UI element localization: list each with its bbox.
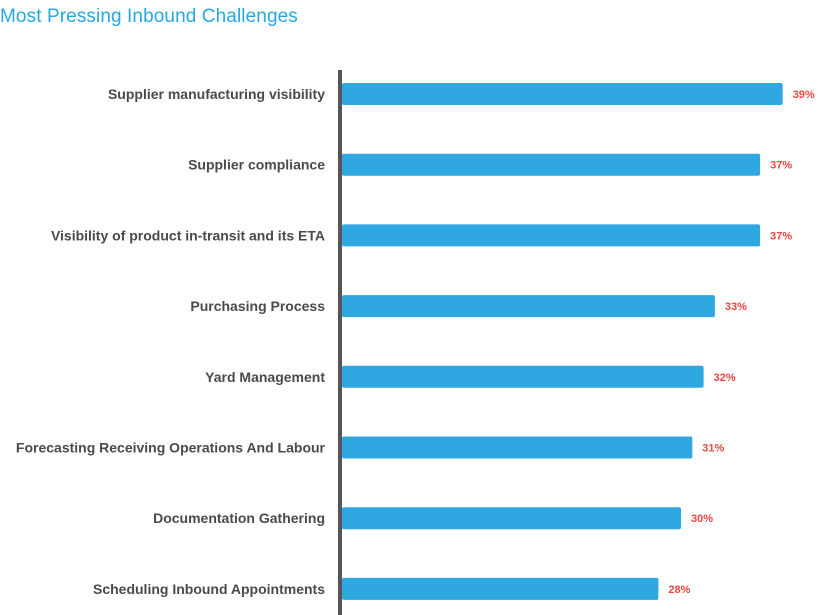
bar-7: [342, 507, 681, 530]
category-label: Supplier manufacturing visibility: [108, 86, 325, 102]
value-label: 37%: [770, 230, 792, 242]
value-label: 32%: [714, 372, 736, 384]
bars-group: Supplier manufacturing visibility 39% Supp…: [16, 83, 815, 600]
category-label: Forecasting Receiving Operations And Lab…: [16, 440, 326, 456]
value-label: 33%: [725, 301, 747, 313]
bar-1: [342, 83, 783, 105]
category-label: Visibility of product in-transit and its…: [51, 227, 325, 243]
value-label: 39%: [793, 89, 815, 101]
value-label: 37%: [770, 160, 792, 172]
category-label: Scheduling Inbound Appointments: [93, 581, 325, 597]
category-label: Purchasing Process: [190, 298, 325, 314]
bar-6: [342, 436, 693, 459]
category-label: Documentation Gathering: [153, 510, 325, 526]
category-label: Yard Management: [205, 369, 325, 385]
bar-4: [342, 295, 715, 318]
bar-5: [342, 365, 704, 388]
bar-8: [342, 577, 659, 600]
value-label: 28%: [668, 584, 690, 596]
value-label: 31%: [702, 443, 724, 455]
category-label: Supplier compliance: [188, 157, 325, 173]
bar-2: [342, 153, 761, 176]
chart-title: Most Pressing Inbound Challenges: [0, 6, 298, 27]
value-label: 30%: [691, 513, 713, 525]
bar-3: [342, 224, 761, 247]
